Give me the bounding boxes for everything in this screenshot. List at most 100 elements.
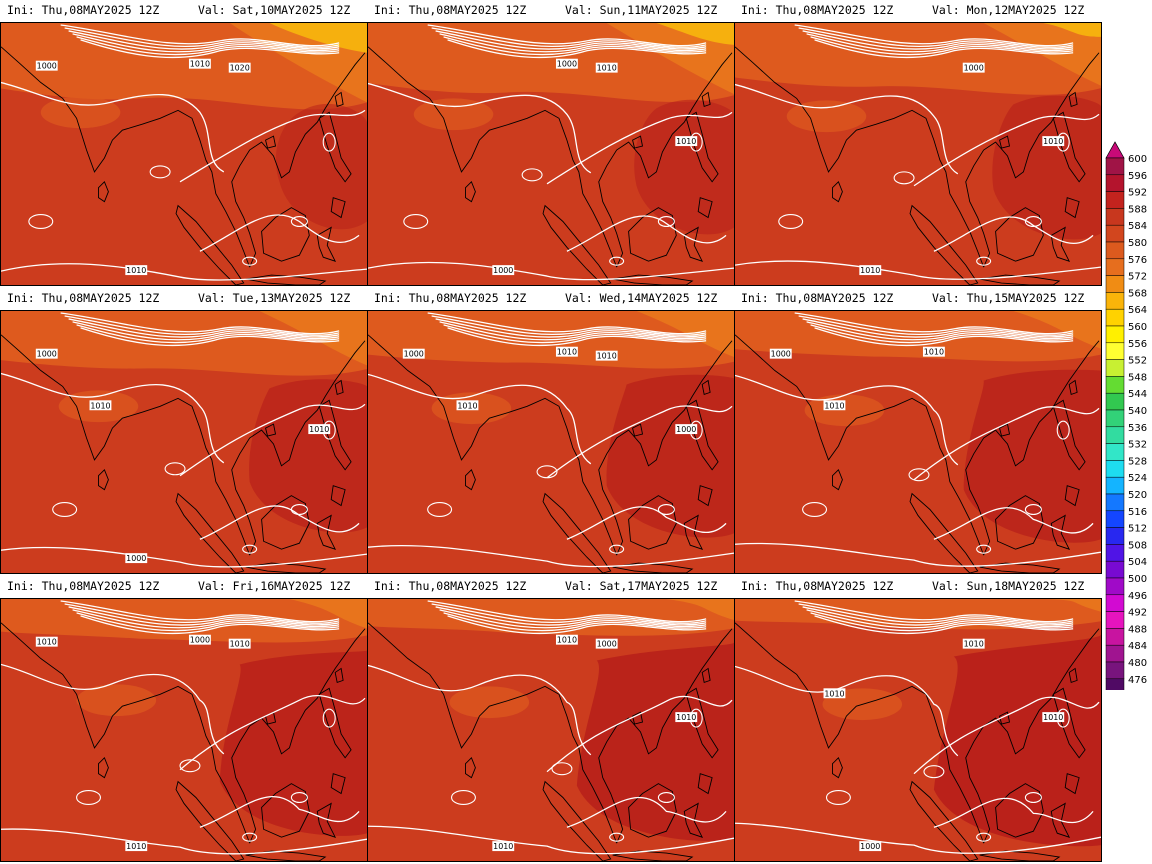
pressure-contour-closed	[179, 759, 201, 773]
svg-text:1010: 1010	[557, 636, 577, 645]
panel-header: Ini: Thu,08MAY2025 12Z Val: Thu,15MAY2025…	[734, 288, 1102, 308]
coastline	[632, 423, 644, 437]
colorbar-swatch	[1105, 644, 1125, 663]
coastline	[683, 514, 704, 550]
colorbar-level-label: 564	[1128, 305, 1147, 316]
svg-text:1010: 1010	[557, 348, 577, 357]
weather-map: 1010 1000 1010 1010	[367, 598, 735, 862]
forecast-panel-8: Ini: Thu,08MAY2025 12Z Val: Sat,17MAY2025…	[367, 576, 735, 862]
pressure-contour-closed	[149, 165, 171, 179]
contour-value-label: 1010	[492, 841, 515, 851]
coastline	[598, 628, 733, 844]
pressure-contour-closed	[976, 544, 992, 554]
coastline	[542, 492, 612, 573]
contour-value-label: 1010	[823, 688, 846, 698]
coastline	[701, 91, 711, 107]
coastline	[1052, 399, 1086, 471]
coastline	[175, 780, 245, 861]
pressure-contour	[72, 321, 340, 341]
height-field-india-blob	[413, 98, 494, 131]
svg-text:1000: 1000	[190, 636, 210, 645]
colorbar-swatch	[1105, 426, 1125, 444]
pressure-contour-closed	[657, 215, 675, 227]
height-field-northeast-orange	[666, 599, 734, 621]
map-svg: 1010 1000 1010	[735, 311, 1101, 573]
map-svg: 1010 1000 1010 1010	[1, 599, 367, 861]
coastline	[261, 495, 310, 550]
pressure-contour-closed	[450, 789, 476, 805]
pressure-contour	[76, 36, 340, 56]
colorbar-level-label: 476	[1128, 675, 1147, 686]
coastline	[735, 46, 985, 268]
coastline	[1052, 687, 1086, 759]
valid-time-label: Val: Thu,15MAY2025 12Z	[932, 291, 1085, 305]
contour-value-label: 1010	[595, 350, 618, 361]
pressure-contour	[810, 36, 1074, 56]
colorbar-swatch	[1105, 208, 1125, 226]
coastline	[1, 334, 251, 556]
forecast-panel-7: Ini: Thu,08MAY2025 12Z Val: Fri,16MAY2025…	[0, 576, 368, 862]
init-time-label: Ini: Thu,08MAY2025 12Z	[374, 291, 527, 305]
svg-text:1020: 1020	[230, 64, 250, 73]
pressure-contour	[814, 39, 1074, 59]
svg-text:1000: 1000	[964, 64, 984, 73]
svg-text:1010: 1010	[493, 842, 513, 851]
pressure-contour	[427, 24, 707, 47]
pressure-contour-closed	[1024, 215, 1042, 227]
pressure-contour	[1, 828, 367, 855]
pressure-contour	[439, 321, 707, 341]
colorbar-level-label: 536	[1128, 423, 1147, 434]
pressure-contour-closed	[778, 213, 804, 229]
colorbar-level-label: 532	[1128, 440, 1147, 451]
pressure-contour-closed	[322, 708, 336, 728]
init-time-label: Ini: Thu,08MAY2025 12Z	[741, 291, 894, 305]
coastline	[701, 667, 711, 683]
pressure-contour	[368, 664, 592, 756]
pressure-contour	[798, 603, 1074, 624]
valid-time-label: Val: Sat,17MAY2025 12Z	[565, 579, 718, 593]
colorbar-swatch	[1105, 409, 1125, 428]
coastline	[465, 180, 476, 203]
map-svg: 1010 1000 1010 1010	[735, 599, 1101, 861]
pressure-contour	[443, 612, 707, 632]
init-time-label: Ini: Thu,08MAY2025 12Z	[741, 579, 894, 593]
valid-time-label: Val: Mon,12MAY2025 12Z	[932, 3, 1085, 17]
pressure-contour	[179, 109, 366, 183]
colorbar-swatch	[1105, 157, 1125, 176]
svg-text:1000: 1000	[37, 350, 57, 359]
colorbar-swatch	[1105, 292, 1125, 310]
pressure-contour	[802, 606, 1074, 626]
colorbar-swatch	[1105, 359, 1125, 377]
colorbar-swatch	[1105, 460, 1125, 478]
pressure-contour	[447, 39, 707, 59]
coastline	[368, 622, 618, 844]
pressure-contour	[427, 600, 707, 623]
coastline	[685, 687, 719, 759]
contour-value-label: 1010	[188, 58, 211, 69]
coastline	[909, 492, 979, 573]
pressure-contour	[368, 544, 734, 568]
coastline	[628, 495, 677, 550]
contour-value-label: 1010	[308, 424, 331, 434]
pressure-contour-closed	[290, 215, 308, 227]
pressure-contour	[443, 36, 707, 56]
colorbar-level-label: 596	[1128, 171, 1147, 182]
contour-value-label: 1010	[125, 265, 148, 275]
pressure-contour	[439, 609, 707, 629]
pressure-contour	[1, 546, 367, 568]
colorbar-level-label: 480	[1128, 658, 1147, 669]
svg-text:1010: 1010	[824, 689, 844, 698]
coastline	[98, 468, 109, 491]
init-time-label: Ini: Thu,08MAY2025 12Z	[374, 579, 527, 593]
pressure-contour	[64, 27, 340, 48]
pressure-contour-closed	[322, 132, 336, 152]
pressure-contour	[368, 825, 734, 855]
colorbar-level-label: 528	[1128, 456, 1147, 467]
pressure-contour-closed	[923, 765, 945, 779]
svg-text:1010: 1010	[90, 401, 110, 410]
coastline	[330, 197, 346, 219]
pressure-contour-closed	[609, 256, 625, 266]
pressure-contour	[1, 663, 225, 755]
pressure-contour	[913, 113, 1100, 187]
panel-header: Ini: Thu,08MAY2025 12Z Val: Fri,16MAY2025…	[0, 576, 368, 596]
